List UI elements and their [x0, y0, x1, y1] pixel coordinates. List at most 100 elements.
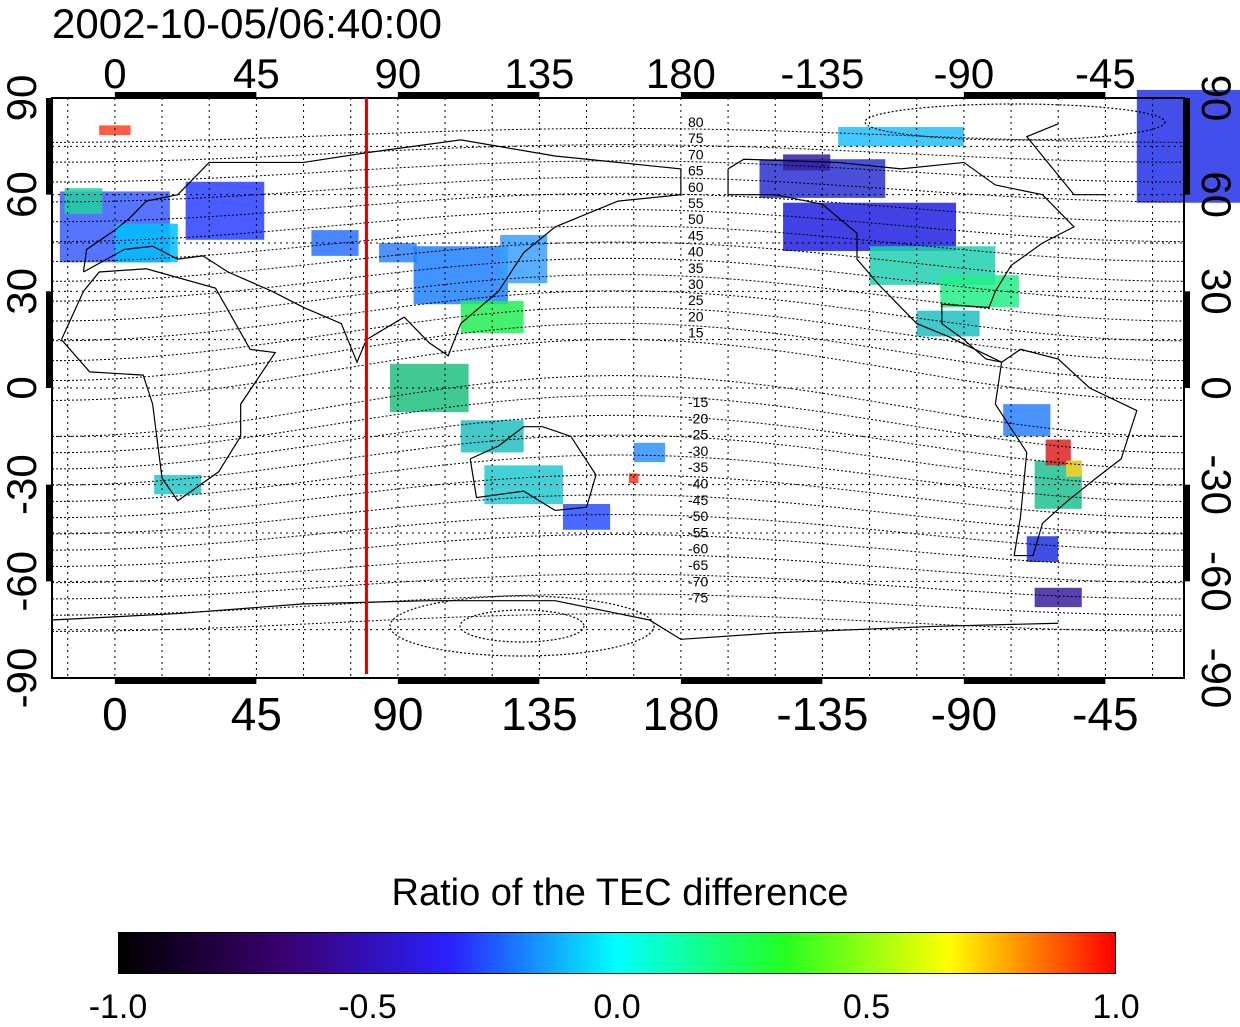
contour-label: 25 [688, 292, 704, 308]
lon-tick-bottom: -45 [1072, 688, 1138, 740]
contour-label: 75 [688, 130, 704, 146]
tec-patch [1026, 536, 1059, 562]
lon-tick-bottom: 45 [231, 688, 282, 740]
contour-line [51, 192, 1185, 223]
coastline [82, 139, 682, 364]
tec-patch [500, 234, 548, 284]
lat-tick-left: 30 [0, 268, 45, 315]
axis-labels: 0 45 90 135 180 -135 -90 -45 0 45 90 135 180 -135 -90 -… [0, 50, 1240, 740]
contour-line [51, 127, 1185, 143]
contour-line [51, 257, 1185, 302]
lat-tick-right: -30 [1193, 454, 1240, 515]
lat-tick-right: 60 [1193, 171, 1240, 218]
contour-line [51, 514, 1185, 551]
lon-tick-top: 0 [103, 50, 126, 97]
contour-line [51, 375, 1185, 437]
colorbar-title: Ratio of the TEC difference [391, 872, 849, 914]
lon-tick-top: -90 [934, 50, 995, 97]
contour-line [51, 394, 1185, 454]
contour-label: -70 [688, 573, 708, 589]
lon-tick-top: 135 [504, 50, 574, 97]
contour-label: -65 [688, 557, 708, 573]
tec-patches [59, 89, 1240, 608]
contour-line [51, 241, 1185, 282]
frame-segment [1184, 484, 1190, 582]
lat-tick-left: -90 [0, 648, 45, 709]
contour-line [51, 613, 1185, 632]
contour-label: -45 [688, 492, 708, 508]
polar-contour [459, 609, 585, 643]
lon-tick-bottom: 135 [501, 688, 578, 740]
frame-segment [1184, 291, 1190, 388]
lon-tick-top: 45 [233, 50, 280, 97]
polar-contour [864, 103, 1166, 141]
coastline [51, 600, 1059, 640]
tec-patch [633, 442, 666, 463]
contour-line [51, 225, 1185, 262]
lon-tick-top: -135 [780, 50, 864, 97]
contour-line [51, 209, 1185, 243]
magnetic-latitude-contours [51, 103, 1185, 657]
contour-line [51, 593, 1185, 616]
colorbar-tick-label: 0.0 [593, 988, 641, 1026]
tec-patch [99, 125, 131, 136]
lat-tick-right: 0 [1193, 376, 1240, 399]
contour-label: -30 [688, 443, 708, 459]
contour-label: 40 [688, 244, 704, 260]
lon-tick-top: 180 [646, 50, 716, 97]
colorbar-tick-label: -1.0 [88, 988, 148, 1026]
contour-label: -35 [688, 459, 708, 475]
tec-patch [1003, 404, 1051, 437]
contour-line [51, 274, 1185, 322]
tec-patch [1066, 460, 1082, 477]
frame-segment [680, 92, 823, 98]
frame-segment [963, 92, 1106, 98]
frame-segment [114, 678, 257, 684]
tec-patch [185, 181, 265, 240]
lat-tick-right: 90 [1193, 75, 1240, 122]
polar-contour [389, 595, 655, 657]
frame-segment [963, 678, 1106, 684]
lon-tick-bottom: -90 [931, 688, 997, 740]
lon-tick-bottom: 90 [372, 688, 423, 740]
lon-tick-top: 90 [375, 50, 422, 97]
lat-tick-left: 0 [0, 376, 45, 399]
contour-label: 30 [688, 276, 704, 292]
contour-label: 55 [688, 195, 704, 211]
contour-line [51, 474, 1185, 519]
map-title: 2002-10-05/06:40:00 [52, 0, 442, 47]
contour-line [51, 494, 1185, 535]
contour-label: -15 [688, 394, 708, 410]
frame-segment [397, 92, 540, 98]
contour-label: 15 [688, 325, 704, 341]
contour-label: -75 [688, 590, 708, 606]
contour-line [51, 553, 1185, 584]
coastline [60, 268, 277, 502]
lat-tick-right: -90 [1193, 648, 1240, 709]
contour-line [51, 144, 1185, 163]
grid-lines [52, 98, 1184, 678]
contour-line [51, 434, 1185, 486]
lat-tick-left: -30 [0, 454, 45, 515]
contour-label: -50 [688, 508, 708, 524]
contour-label: -60 [688, 541, 708, 557]
tec-patch [154, 475, 202, 495]
contour-line [51, 454, 1185, 502]
lat-tick-right: -60 [1193, 551, 1240, 612]
colorbar-tick-label: 1.0 [1092, 988, 1140, 1026]
map-frame [46, 92, 1190, 684]
frame-segment [680, 678, 823, 684]
contour-line [51, 160, 1185, 183]
frame-segment [397, 678, 540, 684]
lon-tick-bottom: 180 [643, 688, 720, 740]
tec-patch [783, 154, 831, 171]
colorbar-tick-label: 0.5 [842, 988, 891, 1026]
coastline [727, 158, 1075, 363]
contour-line [51, 306, 1185, 362]
contour-line [51, 176, 1185, 203]
frame-segment [46, 291, 52, 388]
colorbar [118, 932, 1116, 974]
contour-line [51, 573, 1185, 600]
